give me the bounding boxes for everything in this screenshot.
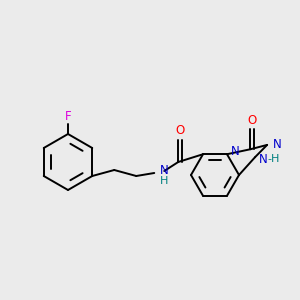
Text: N: N [160, 164, 169, 178]
Text: N: N [273, 138, 281, 152]
Text: F: F [65, 110, 71, 122]
Text: O: O [175, 124, 184, 136]
Text: H: H [160, 176, 169, 186]
Text: -H: -H [268, 154, 280, 164]
Text: O: O [248, 114, 256, 127]
Text: N: N [259, 153, 267, 166]
Text: N: N [231, 145, 239, 158]
